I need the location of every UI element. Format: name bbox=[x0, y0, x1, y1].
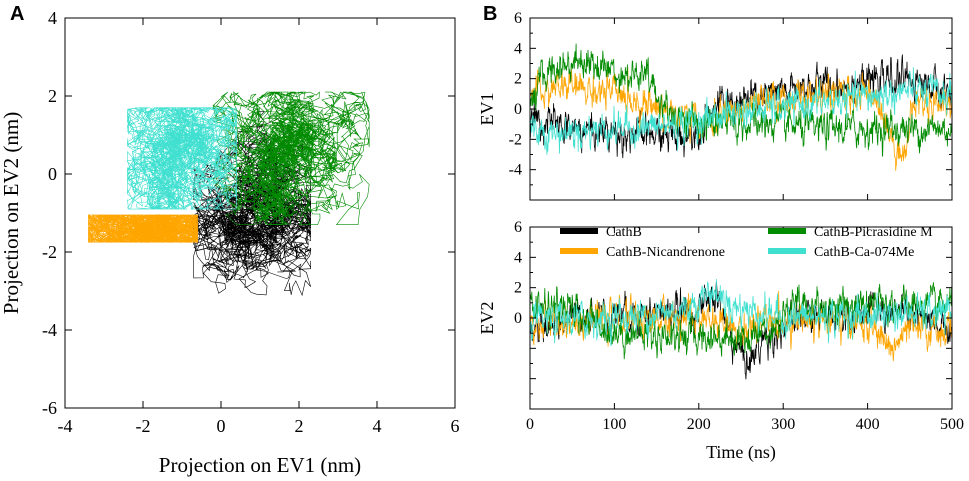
legend-label: CathB bbox=[606, 225, 642, 240]
panel-b-ev1-traces bbox=[529, 43, 953, 171]
panel-b-ytick-label: 4 bbox=[514, 40, 522, 57]
panel-b-ytick-label: 6 bbox=[514, 219, 522, 236]
panel-a-ytick-label: -4 bbox=[42, 320, 57, 340]
panel-a-ytick-label: -6 bbox=[42, 398, 57, 418]
panel-b-xtick-label: 200 bbox=[687, 416, 711, 433]
panel-a-xlabel: Projection on EV1 (nm) bbox=[159, 453, 361, 477]
trace-a-cathb-nicandrenone bbox=[87, 213, 199, 244]
panel-a-xtick-label: 2 bbox=[295, 416, 304, 436]
panel-b-ytick-label: 0 bbox=[514, 310, 522, 327]
panel-a-ytick-label: -2 bbox=[42, 242, 57, 262]
panel-b-ev2-traces bbox=[529, 279, 953, 380]
panel-b-ytick-label: -2 bbox=[509, 131, 522, 148]
panel-b-xtick-label: 100 bbox=[602, 416, 626, 433]
panel-a-ytick-label: 2 bbox=[48, 86, 57, 106]
panel-b-ev2-ticks: 0 100 200 300 400 500 6 4 2 0 bbox=[514, 219, 964, 433]
panel-a-xtick-label: 6 bbox=[451, 416, 460, 436]
panel-a-xtick-label: -4 bbox=[58, 416, 73, 436]
panel-a-ytick-label: 4 bbox=[48, 8, 57, 28]
trace-b2-cathb-ca-074me bbox=[529, 279, 953, 347]
panel-b-xlabel: Time (ns) bbox=[706, 442, 776, 463]
legend: CathB CathB-Nicandrenone CathB-Picrasidine… bbox=[560, 225, 933, 260]
trace-a-cathb-ca-074me bbox=[126, 106, 238, 211]
trace-b1-cathb-picrasidine-m bbox=[529, 43, 953, 157]
trace-a-cathb-picrasidine-m bbox=[212, 91, 370, 226]
panel-b-ytick-label: 6 bbox=[514, 10, 522, 27]
panel-a-ylabel: Projection on EV2 (nm) bbox=[0, 112, 23, 314]
legend-label: CathB-Nicandrenone bbox=[606, 245, 725, 260]
trace-b1-cathb bbox=[529, 54, 953, 159]
panel-b-ev2-plot: 0 100 200 300 400 500 6 4 2 0 EV2 Time (ns) CathB… bbox=[477, 219, 964, 463]
panel-b-xtick-label: 0 bbox=[526, 416, 534, 433]
legend-label: CathB-Ca-074Me bbox=[814, 245, 914, 260]
panel-a-ytick-label: 0 bbox=[48, 164, 57, 184]
panel-a-xtick-label: 0 bbox=[217, 416, 226, 436]
panel-a-frame bbox=[64, 17, 456, 409]
trace-b2-cathb-picrasidine-m bbox=[529, 282, 953, 360]
panel-b-ytick-label: 2 bbox=[514, 280, 522, 297]
panel-a-xtick-label: -2 bbox=[136, 416, 151, 436]
trace-b1-cathb-nicandrenone bbox=[529, 66, 953, 171]
panel-a-xtick-label: 4 bbox=[373, 416, 382, 436]
panel-a-traces bbox=[87, 91, 370, 297]
panel-b-ev1-ticks: 6 4 2 0 -2 -4 bbox=[509, 10, 953, 201]
trace-b1-cathb-ca-074me bbox=[529, 67, 953, 155]
panel-b-ytick-label: 4 bbox=[514, 249, 522, 266]
panel-b-ev2-ylabel: EV2 bbox=[477, 302, 497, 335]
panel-b-ytick-label: 0 bbox=[514, 101, 522, 118]
panel-b-ev1-plot: 6 4 2 0 -2 -4 EV1 bbox=[477, 10, 953, 201]
panel-b-ytick-label: -4 bbox=[509, 162, 522, 179]
panel-b-ev1-ylabel: EV1 bbox=[477, 93, 497, 126]
panel-b-xtick-label: 500 bbox=[940, 416, 964, 433]
panel-b-ytick-label: 2 bbox=[514, 71, 522, 88]
panel-b-xtick-label: 400 bbox=[856, 416, 880, 433]
panel-label-b: B bbox=[483, 3, 497, 25]
panel-b-xtick-label: 300 bbox=[771, 416, 795, 433]
legend-label: CathB-Picrasidine M bbox=[814, 225, 933, 240]
panel-label-a: A bbox=[10, 3, 24, 25]
